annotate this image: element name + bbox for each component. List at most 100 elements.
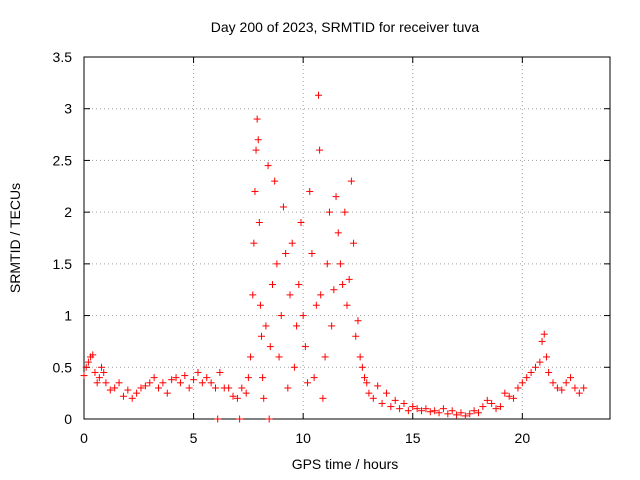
data-point: [214, 415, 222, 423]
data-point: [150, 374, 158, 382]
data-point: [277, 312, 285, 320]
chart-title: Day 200 of 2023, SRMTID for receiver tuv…: [211, 19, 480, 35]
x-tick-label: 15: [405, 430, 421, 446]
data-point: [100, 368, 108, 376]
data-point: [119, 392, 127, 400]
data-point: [95, 374, 103, 382]
data-point: [558, 386, 566, 394]
data-point: [275, 353, 283, 361]
data-point: [233, 394, 241, 402]
data-point: [98, 363, 106, 371]
data-point: [252, 146, 260, 154]
data-point: [571, 384, 579, 392]
data-point: [470, 407, 478, 415]
data-point: [168, 376, 176, 384]
data-point: [431, 407, 439, 415]
data-point: [567, 374, 575, 382]
data-point: [435, 409, 443, 417]
data-point: [336, 260, 344, 268]
data-point: [391, 396, 399, 404]
data-point: [510, 394, 518, 402]
data-point: [124, 386, 132, 394]
data-point: [89, 351, 97, 359]
x-axis-label: GPS time / hours: [292, 456, 399, 472]
y-tick-label: 0: [64, 411, 72, 427]
data-point: [492, 405, 500, 413]
data-point: [518, 379, 526, 387]
data-point: [317, 291, 325, 299]
x-tick-label: 0: [80, 430, 88, 446]
data-point: [339, 281, 347, 289]
data-point: [448, 407, 456, 415]
data-point: [159, 379, 167, 387]
plot-frame: [83, 56, 611, 420]
data-point: [91, 368, 99, 376]
data-point: [501, 389, 509, 397]
data-point: [268, 281, 276, 289]
data-points: [80, 91, 588, 423]
data-point: [483, 396, 491, 404]
data-point: [426, 408, 434, 416]
data-point: [505, 392, 513, 400]
data-point: [293, 322, 301, 330]
y-tick-label: 3: [64, 101, 72, 117]
y-tick-label: 2.5: [53, 152, 73, 168]
data-point: [536, 358, 544, 366]
data-point: [301, 343, 309, 351]
data-point: [155, 384, 163, 392]
data-point: [250, 239, 258, 247]
data-point: [253, 115, 261, 123]
data-point: [527, 368, 535, 376]
axis-ticks: [83, 56, 610, 420]
data-point: [461, 412, 469, 420]
data-point: [542, 353, 550, 361]
data-point: [236, 415, 244, 423]
data-point: [260, 394, 268, 402]
data-point: [553, 384, 561, 392]
data-point: [181, 372, 189, 380]
data-point: [256, 301, 264, 309]
data-point: [297, 218, 305, 226]
data-point: [358, 363, 366, 371]
data-point: [538, 337, 546, 345]
data-point: [514, 384, 522, 392]
data-point: [356, 353, 364, 361]
data-point: [369, 394, 377, 402]
data-point: [212, 384, 219, 392]
data-point: [316, 146, 324, 154]
y-tick-label: 1.5: [53, 256, 73, 272]
data-point: [203, 374, 211, 382]
data-point: [453, 411, 461, 419]
x-tick-label: 20: [515, 430, 531, 446]
data-point: [137, 384, 145, 392]
data-point: [176, 379, 184, 387]
data-point: [225, 384, 233, 392]
data-point: [496, 403, 504, 411]
data-point: [286, 291, 294, 299]
data-point: [198, 379, 206, 387]
data-point: [308, 250, 316, 258]
data-point: [343, 301, 351, 309]
data-point: [363, 379, 371, 387]
data-point: [229, 392, 237, 400]
data-point: [266, 343, 274, 351]
data-point: [249, 291, 257, 299]
data-point: [290, 363, 298, 371]
data-point: [258, 332, 266, 340]
data-point: [531, 363, 539, 371]
data-point: [254, 136, 262, 144]
data-point: [365, 389, 373, 397]
data-point: [352, 332, 360, 340]
data-point: [374, 382, 382, 390]
data-point: [409, 403, 417, 411]
data-point: [273, 260, 281, 268]
data-point: [194, 368, 202, 376]
data-point: [264, 162, 272, 170]
data-point: [523, 374, 531, 382]
data-point: [549, 379, 557, 387]
data-point: [185, 384, 193, 392]
y-tick-label: 1: [64, 308, 72, 324]
tick-labels: 0 5 10 15 20 0 0.5 1 1.5 2 2.5 3 3.5: [53, 49, 531, 446]
data-point: [190, 376, 198, 384]
